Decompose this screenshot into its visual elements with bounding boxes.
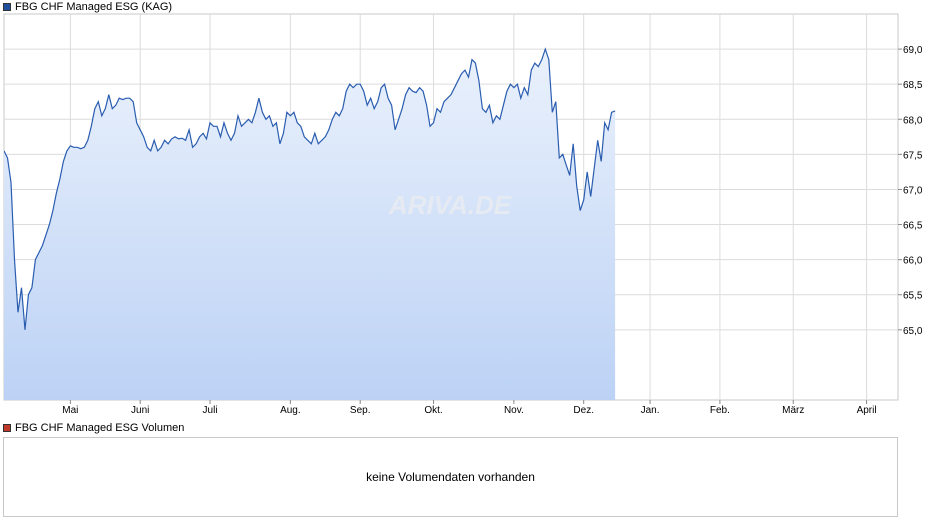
watermark-text: ARIVA.DE xyxy=(388,190,512,220)
x-tick-label: Nov. xyxy=(504,405,524,416)
x-tick-label: Okt. xyxy=(424,405,442,416)
volume-panel: keine Volumendaten vorhanden xyxy=(3,437,898,517)
x-axis-ticks: Mai Juni Juli Aug. Sep. Okt. Nov. Dez. Jan. Feb. M… xyxy=(62,400,877,416)
x-tick-label: Sep. xyxy=(350,405,371,416)
x-tick-label: Mai xyxy=(62,405,78,416)
volume-empty-message: keine Volumendaten vorhanden xyxy=(366,470,535,484)
x-tick-label: April xyxy=(857,405,877,416)
volume-legend-label: FBG CHF Managed ESG Volumen xyxy=(15,422,185,434)
price-line xyxy=(4,47,616,330)
x-tick-label: Dez. xyxy=(573,405,594,416)
y-tick-label: 68,5 xyxy=(903,80,923,91)
volume-legend: FBG CHF Managed ESG Volumen xyxy=(3,422,184,434)
x-tick-label: Feb. xyxy=(710,405,730,416)
y-tick-label: 66,0 xyxy=(903,256,923,267)
price-legend: FBG CHF Managed ESG (KAG) xyxy=(3,1,172,13)
y-tick-label: 66,5 xyxy=(903,221,923,232)
y-tick-label: 65,0 xyxy=(903,326,923,337)
x-tick-label: Jan. xyxy=(641,405,660,416)
y-tick-label: 67,0 xyxy=(903,185,923,196)
y-tick-label: 69,0 xyxy=(903,45,923,56)
x-tick-label: Aug. xyxy=(280,405,301,416)
price-legend-swatch xyxy=(3,3,11,11)
volume-legend-swatch xyxy=(3,424,11,432)
x-tick-label: März xyxy=(782,405,804,416)
x-tick-label: Juli xyxy=(203,405,218,416)
y-tick-label: 65,5 xyxy=(903,291,923,302)
y-axis-ticks: 65,0 65,5 66,0 66,5 67,0 67,5 68,0 68,5 69,0 xyxy=(898,45,923,337)
price-area xyxy=(4,49,616,400)
price-legend-label: FBG CHF Managed ESG (KAG) xyxy=(15,1,173,13)
y-tick-label: 68,0 xyxy=(903,115,923,126)
price-chart: ARIVA.DE 65,0 65,5 66,0 66,5 67,0 67,5 68,0 68,… xyxy=(3,13,923,416)
x-tick-label: Juni xyxy=(131,405,149,416)
y-tick-label: 67,5 xyxy=(903,150,923,161)
